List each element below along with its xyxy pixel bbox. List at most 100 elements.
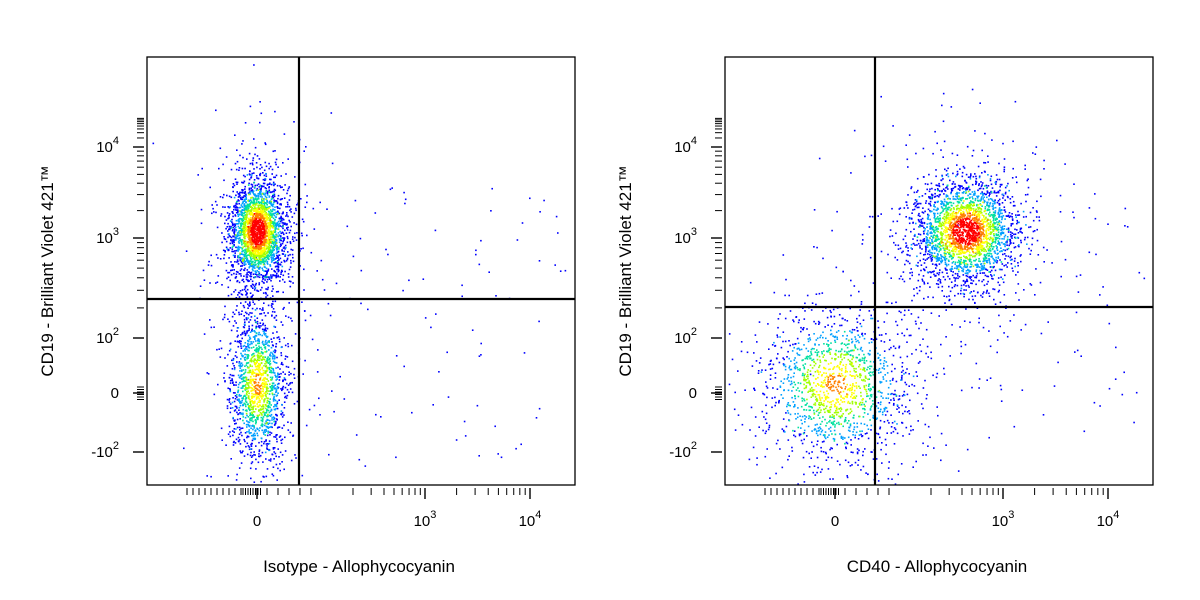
event-dot: [971, 295, 974, 298]
event-dot: [236, 261, 238, 263]
event-dot: [266, 239, 269, 241]
event-dot: [280, 363, 283, 365]
event-dot: [965, 173, 968, 176]
event-dot: [274, 161, 277, 164]
event-dot: [246, 383, 249, 385]
event-dot: [261, 225, 263, 228]
event-dot: [266, 260, 269, 263]
event-dot: [253, 375, 255, 377]
event-dot: [293, 403, 296, 405]
event-dot: [236, 235, 239, 237]
event-dot: [262, 408, 264, 410]
event-dot: [287, 158, 289, 160]
event-dot: [291, 253, 294, 256]
event-dot: [1075, 311, 1078, 314]
event-dot: [554, 264, 556, 266]
event-dot: [237, 389, 240, 392]
event-dot: [247, 240, 249, 243]
event-dot: [235, 270, 238, 273]
event-dot: [243, 438, 245, 441]
event-dot: [247, 220, 250, 222]
event-dot: [242, 246, 244, 249]
event-dot: [913, 385, 916, 387]
event-dot: [256, 307, 258, 310]
event-dot: [257, 393, 260, 396]
event-dot: [253, 168, 255, 170]
event-dot: [892, 125, 894, 127]
event-dot: [272, 332, 274, 334]
event-dot: [261, 451, 264, 454]
event-dot: [278, 248, 280, 250]
event-dot: [273, 424, 276, 426]
event-dot: [1012, 205, 1015, 207]
event-dot: [734, 429, 737, 431]
event-dot: [231, 218, 233, 221]
event-dot: [255, 419, 257, 421]
event-dot: [262, 255, 265, 258]
event-dot: [265, 296, 267, 298]
event-dot: [244, 224, 247, 227]
event-dot: [308, 408, 311, 411]
event-dot: [261, 260, 264, 262]
event-dot: [255, 335, 258, 337]
event-dot: [269, 226, 271, 229]
event-dot: [232, 190, 234, 193]
event-dot: [248, 188, 251, 191]
event-dot: [253, 202, 255, 205]
event-dot: [273, 436, 275, 438]
event-dot: [245, 206, 248, 209]
event-dot: [919, 202, 922, 205]
event-dot: [281, 411, 284, 414]
event-dot: [905, 201, 908, 204]
event-dot: [908, 410, 910, 412]
event-dot: [267, 406, 270, 409]
event-dot: [244, 380, 247, 382]
event-dot: [211, 204, 213, 206]
event-dot: [764, 455, 767, 458]
event-dot: [260, 250, 262, 252]
event-dot: [849, 307, 851, 310]
event-dot: [280, 232, 283, 235]
event-dot: [258, 453, 260, 455]
event-dot: [784, 294, 786, 297]
event-dot: [286, 229, 289, 231]
event-dot: [258, 347, 261, 349]
event-dot: [217, 257, 219, 259]
event-dot: [250, 382, 252, 385]
event-dot: [239, 381, 242, 384]
event-dot: [303, 268, 305, 271]
event-dot: [857, 464, 859, 466]
event-dot: [980, 294, 982, 297]
event-dot: [245, 198, 248, 200]
event-dot: [252, 190, 255, 192]
event-dot: [253, 64, 255, 66]
event-dot: [240, 258, 242, 261]
event-dot: [862, 239, 864, 241]
event-dot: [267, 236, 270, 239]
event-dot: [1020, 231, 1022, 233]
event-dot: [906, 355, 909, 358]
event-dot: [284, 358, 287, 360]
event-dot: [258, 262, 261, 264]
event-dot: [245, 386, 247, 389]
event-dot: [248, 249, 250, 252]
event-dot: [737, 414, 740, 416]
event-dot: [235, 226, 237, 229]
event-dot: [968, 298, 970, 301]
event-dot: [251, 342, 253, 345]
event-dot: [248, 430, 250, 433]
event-dot: [1036, 228, 1038, 231]
event-dot: [258, 339, 260, 341]
event-dot: [232, 250, 234, 253]
event-dot: [249, 378, 252, 381]
event-dot: [234, 162, 237, 165]
event-dot: [248, 193, 250, 196]
event-dot: [464, 435, 467, 437]
event-dot: [273, 199, 275, 201]
event-dot: [258, 429, 260, 432]
event-dot: [265, 215, 268, 217]
event-dot: [258, 345, 260, 348]
event-dot: [273, 451, 275, 453]
event-dot: [257, 251, 259, 253]
